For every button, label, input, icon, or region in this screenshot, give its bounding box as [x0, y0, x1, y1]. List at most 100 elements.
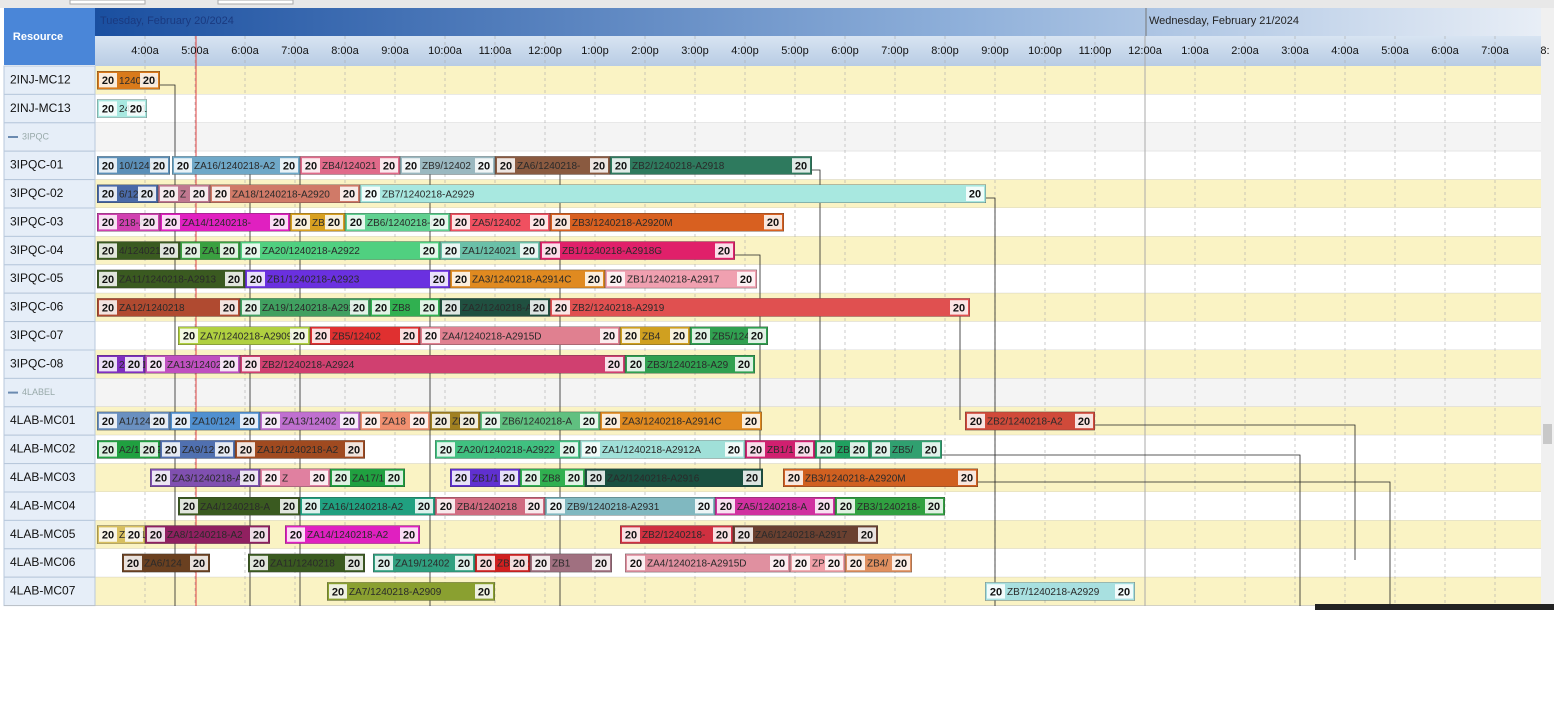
task-bar[interactable]: ZA4/1240218-A2915D 20 20 — [625, 553, 790, 573]
task-bar[interactable]: ZB5/12402 20 20 — [310, 326, 420, 346]
task-bar[interactable]: ZA18/1240218-A2920 20 20 — [210, 184, 360, 204]
task-bar[interactable]: ZA19/12402 20 20 — [373, 553, 475, 573]
task-bar[interactable]: ZB3/1240218-A2920M 20 20 — [550, 213, 784, 232]
task-bar[interactable]: ZB3/20 20 — [290, 213, 345, 232]
task-bar[interactable]: ZB4/1240218 20 20 — [435, 497, 545, 516]
task-label: ZB4 — [642, 331, 661, 342]
task-bar[interactable]: ZB2/1240218-A2924 20 20 — [240, 355, 625, 374]
badge-box — [99, 442, 117, 457]
task-bar[interactable]: ZA4/1240218-A2915D 20 20 — [420, 326, 620, 346]
task-bar[interactable]: ZA6/1240218- 20 20 — [495, 156, 610, 175]
task-bar[interactable]: ZA12/1240218 20 20 — [97, 298, 240, 317]
task-bar[interactable]: ZB9/12402 20 20 — [400, 156, 495, 175]
task-bar[interactable]: ZB2/1240218- 20 20 — [620, 525, 733, 544]
task-bar[interactable]: ZA12/1240218-A2 20 20 — [235, 440, 365, 459]
task-bar[interactable]: ZB2/1240218-A2918 20 20 — [610, 156, 812, 175]
task-bar[interactable]: ZB1/1 20 20 — [450, 468, 520, 488]
task-bar[interactable]: ZA13/12402 20 20 — [260, 411, 360, 431]
toolbar-input[interactable] — [69, 0, 146, 5]
task-bar[interactable]: ZB8 20 20 — [520, 468, 585, 488]
task-badge: 20 — [348, 444, 360, 456]
task-bar[interactable]: ZB4 20 20 — [620, 326, 690, 346]
task-bar[interactable]: ZB5/20 20 — [870, 440, 942, 459]
task-bar[interactable]: ZB7/1240218-A2929 20 20 — [360, 184, 986, 204]
task-bar[interactable]: ZB1/1 20 20 — [745, 440, 815, 459]
scrollbar[interactable] — [1541, 8, 1554, 606]
task-badge: 20 — [102, 160, 114, 172]
badge-box — [455, 555, 473, 571]
task-bar[interactable]: ZB3/1240218-A2920M 20 20 — [783, 468, 978, 488]
task-bar[interactable]: ZB8 20 20 — [370, 298, 440, 317]
task-bar[interactable]: ZA14/1240218- 20 20 — [160, 213, 290, 232]
task-bar[interactable]: ZA10/124 20 20 — [170, 411, 260, 431]
task-bar[interactable]: ZA3/1240218-A2914C 20 20 — [450, 269, 605, 289]
task-bar[interactable]: ZA11/1240218 20 20 — [248, 553, 365, 573]
task-bar[interactable]: ZA16/1240218-A2 20 20 — [300, 497, 435, 516]
task-bar[interactable]: ZA20/1240218-A2922 20 20 — [435, 440, 580, 459]
task-bar[interactable]: ZA4/1240218-A 20 20 — [178, 497, 300, 516]
time-label: 7:00p — [881, 45, 909, 57]
task-bar[interactable]: ZA5/12402 20 20 — [450, 213, 550, 232]
task-badge: 20 — [102, 104, 114, 116]
task-bar[interactable]: ZA1/1240218-A2912A 20 20 — [580, 440, 745, 459]
task-bar[interactable]: ZB4/20 20 — [845, 553, 912, 573]
task-bar[interactable]: ZA5/1240218-A 20 20 — [715, 497, 835, 516]
task-bar[interactable]: ZA18 20 20 — [360, 411, 430, 431]
task-bar[interactable]: ZB3/1240218-A29 20 20 — [625, 355, 755, 374]
time-label: 8: — [1540, 45, 1549, 57]
task-bar[interactable]: ZB6/1240218-A 20 20 — [480, 411, 600, 431]
task-bar[interactable]: ZB1/1240218-A2923 20 20 — [245, 269, 450, 289]
scrollbar-thumb[interactable] — [1543, 424, 1552, 444]
task-bar[interactable]: ZA6/124 20 20 — [122, 553, 210, 573]
badge-box — [785, 470, 803, 485]
task-bar[interactable]: ZA16/1240218-A2 20 20 — [172, 156, 300, 175]
task-bar[interactable]: ZB4/124021 20 20 — [300, 156, 400, 175]
task-bar[interactable]: ZA2/1240218-A2916 20 20 — [585, 468, 763, 488]
task-bar[interactable]: ZA20/1240218-A2922 20 20 — [240, 241, 440, 260]
task-bar[interactable]: ZB2/1240218-A2 20 20 — [965, 411, 1095, 431]
task-bar[interactable]: ZB7/1240218-A2929 20 20 — [985, 582, 1135, 601]
task-bar[interactable]: Z 20 20 — [260, 468, 330, 488]
task-bar[interactable]: ZB9/1240218-A2931 20 20 — [545, 497, 715, 516]
task-bar[interactable]: ZA14/1240218-A2 20 20 — [285, 525, 420, 544]
task-bar[interactable]: ZA3/1240218-A2914C 20 20 — [600, 411, 762, 431]
toolbar-input[interactable] — [217, 0, 294, 5]
task-bar[interactable]: ZB1 20 20 — [530, 553, 612, 573]
task-bar[interactable]: ZA8/1240218-A2 20 20 — [145, 525, 270, 544]
task-bar[interactable]: ZB2/1240218-A2919 20 20 — [550, 298, 970, 317]
task-badge: 20 — [625, 331, 637, 343]
task-bar[interactable]: Z 20 20 — [158, 184, 210, 204]
task-bar[interactable]: ZA11/1240218-A2913 20 20 — [97, 269, 245, 289]
task-bar[interactable]: ZB3/1240218- 20 20 — [835, 497, 945, 516]
task-bar[interactable]: ZB1/1240218-A2918G 20 20 — [540, 241, 735, 260]
task-bar[interactable]: ZB1/1240218-A2917 20 20 — [605, 269, 757, 289]
task-bar[interactable]: ZA6/1240218-A2917 20 20 — [733, 525, 878, 544]
badge-box — [172, 413, 190, 429]
task-bar[interactable]: ZA1/124021 20 20 — [440, 241, 540, 260]
